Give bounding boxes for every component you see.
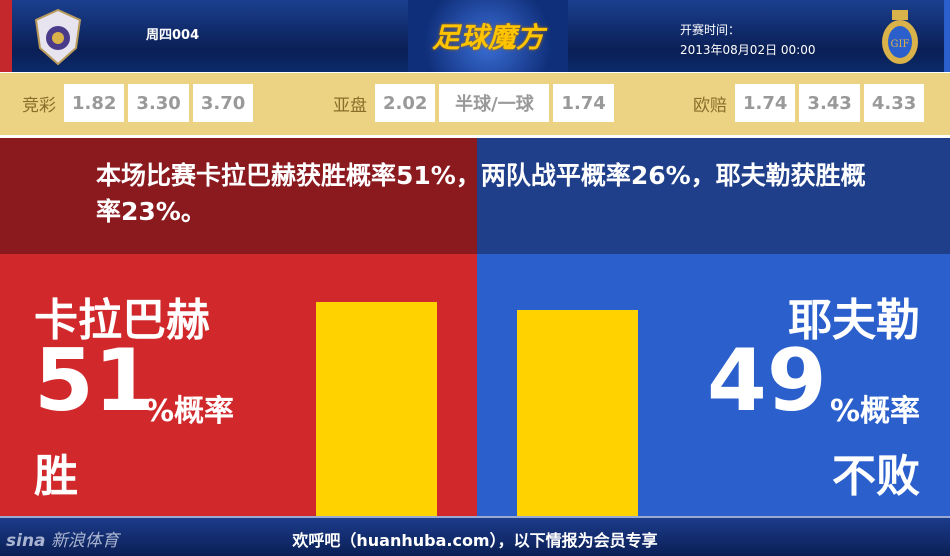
summary-banner-home xyxy=(0,138,477,254)
kickoff-label: 开赛时间： xyxy=(680,23,741,37)
probability-summary: 本场比赛卡拉巴赫获胜概率51%，两队战平概率26%，耶夫勒获胜概率23%。 xyxy=(96,161,866,226)
zuqiu-mofang-logo: 足球魔方 xyxy=(408,0,568,72)
sina-logo-text: sina xyxy=(6,531,46,551)
home-team-badge-icon xyxy=(34,8,82,66)
odds-value: 3.43 xyxy=(799,84,860,122)
odds-value: 3.30 xyxy=(128,84,189,122)
away-percent-unit: %概率 xyxy=(829,394,920,429)
kickoff-info: 开赛时间： 2013年08月02日 00:00 xyxy=(680,20,815,60)
footer: sina 新浪体育 欢呼吧（huanhuba.com），以下情报为会员专享 xyxy=(0,516,950,556)
home-team-name: 卡拉巴赫 xyxy=(34,295,210,346)
away-panel: 耶夫勒 49 %概率 不败 xyxy=(477,254,950,516)
odds-value: 1.82 xyxy=(64,84,125,122)
odds-value: 4.33 xyxy=(863,84,925,122)
home-percent-unit: %概率 xyxy=(144,394,235,429)
away-probability-bar xyxy=(517,310,638,516)
away-team-badge-icon: GIF xyxy=(882,10,918,64)
away-team-name: 耶夫勒 xyxy=(788,295,920,346)
odds-value: 1.74 xyxy=(553,84,614,122)
header: 周四004 足球魔方 开赛时间： 2013年08月02日 00:00 GIF xyxy=(0,0,950,72)
home-outcome: 胜 xyxy=(34,451,78,502)
sina-sports-logo: sina 新浪体育 xyxy=(6,526,119,551)
odds-value: 半球/一球 xyxy=(439,84,550,122)
away-outcome: 不败 xyxy=(832,451,920,502)
odds-bar: 竞彩 1.82 3.30 3.70 亚盘 2.02 半球/一球 1.74 欧赔 … xyxy=(0,73,950,135)
odds-value: 3.70 xyxy=(192,84,254,122)
home-probability-bar xyxy=(316,302,437,516)
odds-label: 亚盘 xyxy=(333,95,367,116)
home-panel: 卡拉巴赫 51 %概率 胜 xyxy=(0,254,477,516)
match-number: 周四004 xyxy=(146,28,200,43)
away-percent: 49 xyxy=(707,331,827,431)
kickoff-time: 2013年08月02日 00:00 xyxy=(680,43,816,57)
summary-banner-away xyxy=(477,138,950,254)
sina-brand: 新浪体育 xyxy=(50,531,119,551)
svg-text:GIF: GIF xyxy=(891,39,910,50)
member-note: 欢呼吧（huanhuba.com），以下情报为会员专享 xyxy=(292,531,658,550)
odds-label: 竞彩 xyxy=(22,95,56,116)
home-percent: 51 xyxy=(34,331,154,431)
odds-value: 2.02 xyxy=(375,84,436,122)
odds-jingcai: 竞彩 1.82 3.30 3.70 xyxy=(22,84,254,122)
odds-oupei: 欧赔 1.74 3.43 4.33 xyxy=(693,84,925,122)
odds-label: 欧赔 xyxy=(693,95,727,116)
odds-value: 1.74 xyxy=(735,84,796,122)
odds-yapan: 亚盘 2.02 半球/一球 1.74 xyxy=(333,84,614,122)
